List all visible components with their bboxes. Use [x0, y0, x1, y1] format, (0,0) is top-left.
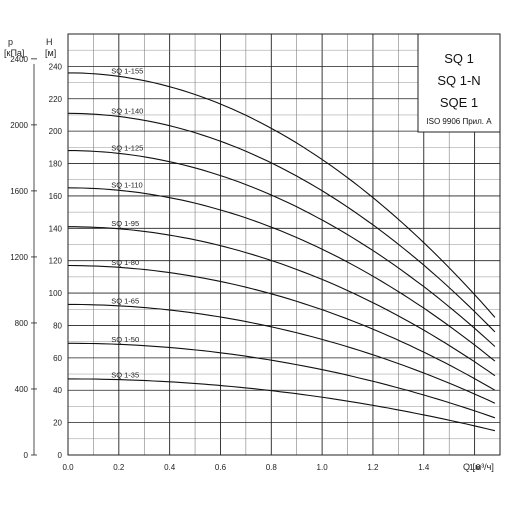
head-tick-label: 100: [49, 289, 63, 298]
left-axis-unit: [кПа]: [4, 48, 24, 58]
flow-tick-label: 0.0: [62, 463, 74, 472]
curve-label: SQ 1-50: [111, 335, 139, 344]
curve-sq-1-50: [68, 342, 496, 419]
curves: SQ 1-155 SQ 1-140 SQ 1-125 SQ 1-110 SQ 1-95 S…: [67, 66, 496, 432]
right-axis-head: H [м] 0 20 40 60 80 100 120 140 160 180 200 220 240: [45, 37, 63, 460]
head-tick-label: 0: [58, 451, 63, 460]
pressure-tick-label: 1200: [10, 253, 28, 262]
curve-label: SQ 1-125: [111, 144, 143, 153]
legend-box: SQ 1 SQ 1-N SQE 1 ISO 9906 Прил. A: [417, 33, 501, 133]
curve-sq-1-35: [68, 378, 496, 432]
curve-label: SQ 1-35: [111, 370, 139, 379]
curve-sq-1-80: [67, 264, 496, 391]
curve-label: SQ 1-140: [111, 107, 143, 116]
head-tick-label: 200: [49, 127, 63, 136]
head-tick-label: 120: [49, 257, 63, 266]
curve-sq-1-95: [68, 226, 496, 377]
standard-note: ISO 9906 Прил. A: [426, 117, 492, 126]
title-line-3: SQE 1: [440, 95, 478, 110]
x-axis-label: Q [м³/ч]: [463, 462, 494, 472]
right-axis-symbol: H: [46, 37, 53, 47]
head-tick-label: 160: [49, 192, 63, 201]
flow-tick-label: 1.6: [469, 463, 481, 472]
title-line-2: SQ 1-N: [437, 73, 480, 88]
pressure-tick-label: 0: [24, 451, 29, 460]
head-tick-label: 20: [53, 419, 62, 428]
flow-tick-label: 0.8: [266, 463, 278, 472]
curve-sq-1-65: [68, 303, 496, 404]
curve-label: SQ 1-155: [111, 66, 143, 75]
x-axis-flow: Q [м³/ч] 0.0 0.2 0.4 0.6 0.8 1.0 1.2 1.4 1.6: [62, 462, 493, 472]
left-axis-pressure: p [кПа] 0 400 800 1200 1600 2000 2400: [4, 37, 37, 460]
curve-label: SQ 1-110: [111, 181, 143, 190]
curve-label: SQ 1-95: [111, 219, 139, 228]
pressure-tick-label: 2000: [10, 121, 28, 130]
curve-sq-1-125: [68, 150, 496, 347]
pressure-tick-label: 400: [15, 385, 29, 394]
pressure-tick-label: 2400: [10, 55, 28, 64]
head-tick-label: 220: [49, 95, 63, 104]
flow-tick-label: 0.4: [164, 463, 176, 472]
flow-tick-label: 0.2: [113, 463, 125, 472]
flow-tick-label: 0.6: [215, 463, 227, 472]
head-tick-label: 180: [49, 160, 63, 169]
pressure-tick-label: 800: [15, 319, 29, 328]
head-tick-label: 140: [49, 224, 63, 233]
plot-frame: [67, 33, 501, 456]
curve-sq-1-110: [67, 187, 496, 362]
curve-sq-1-155: [68, 72, 496, 318]
head-tick-label: 40: [53, 386, 62, 395]
head-tick-label: 240: [49, 62, 63, 71]
flow-tick-label: 1.0: [317, 463, 329, 472]
curve-label: SQ 1-65: [111, 296, 139, 305]
head-tick-label: 60: [53, 354, 62, 363]
curve-label: SQ 1-80: [111, 258, 139, 267]
curve-sq-1-140: [67, 112, 496, 333]
left-axis-symbol: p: [8, 37, 13, 47]
right-axis-unit: [м]: [45, 48, 56, 58]
title-line-1: SQ 1: [444, 51, 474, 66]
pressure-tick-label: 1600: [10, 187, 28, 196]
head-tick-label: 80: [53, 321, 62, 330]
flow-tick-label: 1.2: [367, 463, 379, 472]
flow-tick-label: 1.4: [418, 463, 430, 472]
